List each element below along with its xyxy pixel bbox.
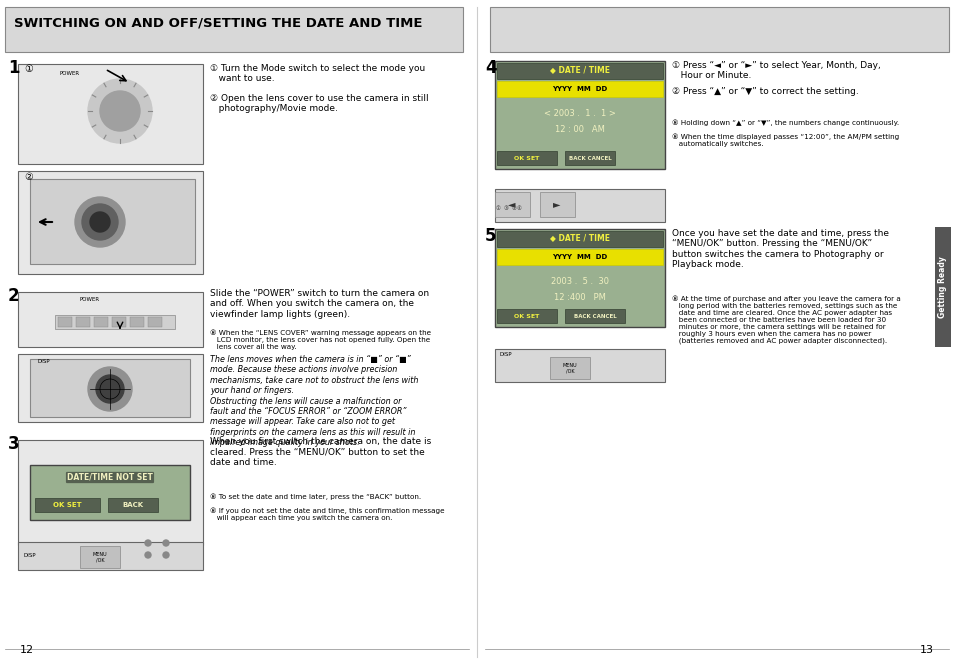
Text: 1: 1 [8,59,19,77]
Text: YYYY  MM  DD: YYYY MM DD [552,254,607,260]
Text: DISP: DISP [499,352,512,357]
Bar [539,192,575,217]
Circle shape [163,540,169,546]
Text: MENU
/OK: MENU /OK [562,363,577,374]
Bar [564,151,615,165]
Bar [495,189,664,222]
Text: YYYY  MM  DD: YYYY MM DD [552,86,607,92]
Bar [18,440,203,545]
Bar [30,359,190,417]
Text: DISP: DISP [38,359,51,364]
Bar [495,229,664,327]
Text: ① Turn the Mode switch to select the mode you
   want to use.: ① Turn the Mode switch to select the mod… [210,64,425,83]
Text: BACK CANCEL: BACK CANCEL [573,313,616,319]
Bar [30,465,190,520]
Bar [497,63,662,79]
Bar [934,227,950,347]
Text: ①  ③  $  ②  ④  $: ① ③ $ ② ④ $ [495,203,523,211]
Bar [497,249,662,265]
Bar [564,309,624,323]
Bar [495,349,664,382]
Text: Getting Ready: Getting Ready [938,256,946,318]
Text: ⑧ If you do not set the date and time, this confirmation message
   will appear : ⑧ If you do not set the date and time, t… [210,507,444,520]
Bar [490,7,948,52]
Text: ① Press “◄” or “►” to select Year, Month, Day,
   Hour or Minute.: ① Press “◄” or “►” to select Year, Month… [671,61,880,81]
Text: 4: 4 [484,59,497,77]
Bar [495,61,664,169]
Text: ⑧ Holding down “▲” or “▼”, the numbers change continuously.: ⑧ Holding down “▲” or “▼”, the numbers c… [671,119,898,125]
Text: 2: 2 [8,287,20,305]
Bar [58,317,71,327]
Circle shape [90,212,110,232]
Bar [148,317,162,327]
Bar [30,179,194,264]
Bar [497,151,557,165]
Text: 12: 12 [20,645,34,655]
Bar [18,64,203,164]
Bar [18,542,203,570]
Text: ⑧ At the time of purchase and after you leave the camera for a
   long period wi: ⑧ At the time of purchase and after you … [671,295,900,344]
Text: ◆ DATE / TIME: ◆ DATE / TIME [550,233,609,243]
Text: Slide the “POWER” switch to turn the camera on
and off. When you switch the came: Slide the “POWER” switch to turn the cam… [210,289,429,319]
Bar [18,171,203,274]
Bar [94,317,108,327]
Text: ⑧ When the “LENS COVER” warning message appears on the
   LCD monitor, the lens : ⑧ When the “LENS COVER” warning message … [210,329,431,350]
Bar [80,546,120,568]
Text: ⑧ To set the date and time later, press the “BACK” button.: ⑧ To set the date and time later, press … [210,493,420,500]
Bar [497,81,662,97]
Text: ② Press “▲” or “▼” to correct the setting.: ② Press “▲” or “▼” to correct the settin… [671,87,858,96]
Circle shape [88,367,132,411]
Bar [76,317,90,327]
Text: 5: 5 [484,227,496,245]
Bar [5,7,462,52]
Text: OK SET: OK SET [52,502,81,508]
Text: Once you have set the date and time, press the
“MENU/OK” button. Pressing the “M: Once you have set the date and time, pre… [671,229,888,269]
Text: MENU
/OK: MENU /OK [92,552,107,562]
Text: BACK CANCEL: BACK CANCEL [568,155,611,161]
Circle shape [163,552,169,558]
Text: OK SET: OK SET [514,313,539,319]
Bar [112,317,126,327]
Bar [550,357,589,379]
Text: OK SET: OK SET [514,155,539,161]
Text: < 2003 .  1 .  1 >: < 2003 . 1 . 1 > [543,109,616,117]
Circle shape [88,79,152,143]
Text: ◆ DATE / TIME: ◆ DATE / TIME [550,65,609,75]
Bar [497,309,557,323]
Bar [18,292,203,347]
Bar [55,315,174,329]
Text: 3: 3 [8,435,20,453]
Text: SWITCHING ON AND OFF/SETTING THE DATE AND TIME: SWITCHING ON AND OFF/SETTING THE DATE AN… [14,17,422,30]
Bar [108,498,158,512]
Circle shape [145,540,151,546]
Text: POWER: POWER [80,297,100,302]
Bar [495,192,530,217]
Text: When you first switch the camera on, the date is
cleared. Press the “MENU/OK” bu: When you first switch the camera on, the… [210,437,431,467]
Bar [18,354,203,422]
Text: ►: ► [553,199,560,209]
Bar [130,317,144,327]
Text: DATE/TIME NOT SET: DATE/TIME NOT SET [67,473,152,482]
Text: 12 :400   PM: 12 :400 PM [554,293,605,301]
Text: BACK: BACK [122,502,143,508]
Text: 13: 13 [919,645,933,655]
Text: ② Open the lens cover to use the camera in still
   photography/Movie mode.: ② Open the lens cover to use the camera … [210,94,428,113]
Text: DISP: DISP [24,553,36,558]
Circle shape [145,552,151,558]
Text: ◄: ◄ [508,199,516,209]
Text: ②: ② [24,172,32,182]
Text: The lens moves when the camera is in “■” or “■”
mode. Because these actions invo: The lens moves when the camera is in “■”… [210,355,418,447]
Text: 12 : 00   AM: 12 : 00 AM [555,125,604,133]
Circle shape [82,204,118,240]
Text: ①: ① [24,64,32,74]
Bar [497,231,662,247]
Bar [35,498,100,512]
Text: POWER: POWER [60,71,80,76]
Circle shape [100,91,140,131]
Text: ⑧ When the time displayed passes “12:00”, the AM/PM setting
   automatically swi: ⑧ When the time displayed passes “12:00”… [671,133,899,147]
Text: 2003 .  5 .  30: 2003 . 5 . 30 [551,277,608,285]
Circle shape [96,375,124,403]
Circle shape [75,197,125,247]
